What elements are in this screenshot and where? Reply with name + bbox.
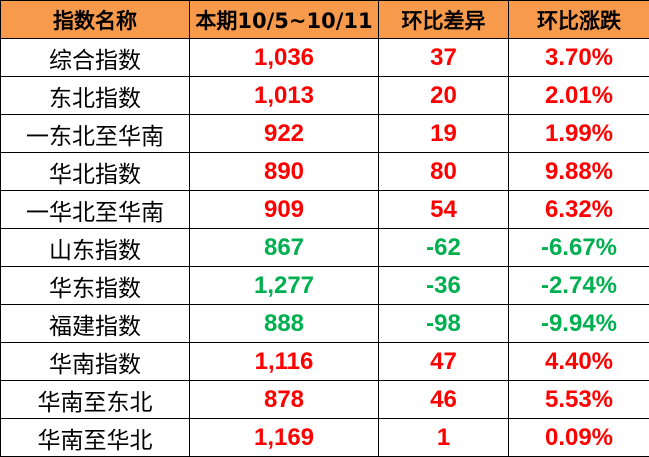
current-value: 888 — [189, 304, 379, 343]
pct-value: 6.32% — [508, 190, 649, 229]
pct-value: 9.88% — [508, 152, 649, 191]
table-row: 东北指数 1,013 20 2.01% — [0, 76, 649, 115]
diff-value: 80 — [378, 152, 509, 191]
pct-value: 5.53% — [508, 380, 649, 419]
index-name: 一华北至华南 — [0, 190, 190, 229]
table-row: 一东北至华南 922 19 1.99% — [0, 114, 649, 153]
pct-value: -2.74% — [508, 266, 649, 305]
table-row: 综合指数 1,036 37 3.70% — [0, 38, 649, 77]
table-row: 华东指数 1,277 -36 -2.74% — [0, 266, 649, 305]
current-value: 922 — [189, 114, 379, 153]
index-name: 福建指数 — [0, 304, 190, 343]
pct-value: -6.67% — [508, 228, 649, 267]
current-value: 1,036 — [189, 38, 379, 77]
diff-value: 46 — [378, 380, 509, 419]
diff-value: -62 — [378, 228, 509, 267]
current-value: 890 — [189, 152, 379, 191]
table-row: 一华北至华南 909 54 6.32% — [0, 190, 649, 229]
table-row: 华南至华北 1,169 1 0.09% — [0, 418, 649, 457]
current-value: 1,116 — [189, 342, 379, 381]
diff-value: -36 — [378, 266, 509, 305]
index-name: 综合指数 — [0, 38, 190, 77]
diff-value: 1 — [378, 418, 509, 457]
table-row: 山东指数 867 -62 -6.67% — [0, 228, 649, 267]
index-name: 华东指数 — [0, 266, 190, 305]
pct-value: -9.94% — [508, 304, 649, 343]
pct-value: 0.09% — [508, 418, 649, 457]
index-name: 华北指数 — [0, 152, 190, 191]
header-name: 指数名称 — [0, 0, 190, 39]
current-value: 909 — [189, 190, 379, 229]
index-name: 华南至东北 — [0, 380, 190, 419]
current-value: 867 — [189, 228, 379, 267]
diff-value: 19 — [378, 114, 509, 153]
table-row: 华北指数 890 80 9.88% — [0, 152, 649, 191]
table-row: 华南至东北 878 46 5.53% — [0, 380, 649, 419]
index-name: 华南至华北 — [0, 418, 190, 457]
index-name: 一东北至华南 — [0, 114, 190, 153]
pct-value: 1.99% — [508, 114, 649, 153]
header-pct: 环比涨跌 — [508, 0, 649, 39]
current-value: 1,013 — [189, 76, 379, 115]
pct-value: 4.40% — [508, 342, 649, 381]
diff-value: 37 — [378, 38, 509, 77]
table-row: 福建指数 888 -98 -9.94% — [0, 304, 649, 343]
diff-value: 54 — [378, 190, 509, 229]
diff-value: 47 — [378, 342, 509, 381]
current-value: 1,169 — [189, 418, 379, 457]
table-row: 华南指数 1,116 47 4.40% — [0, 342, 649, 381]
header-diff: 环比差异 — [378, 0, 509, 39]
current-value: 878 — [189, 380, 379, 419]
header-row: 指数名称 本期10/5~10/11 环比差异 环比涨跌 — [0, 0, 649, 39]
pct-value: 3.70% — [508, 38, 649, 77]
pct-value: 2.01% — [508, 76, 649, 115]
index-name: 华南指数 — [0, 342, 190, 381]
index-name: 山东指数 — [0, 228, 190, 267]
current-value: 1,277 — [189, 266, 379, 305]
index-name: 东北指数 — [0, 76, 190, 115]
header-current: 本期10/5~10/11 — [189, 0, 379, 39]
diff-value: -98 — [378, 304, 509, 343]
diff-value: 20 — [378, 76, 509, 115]
